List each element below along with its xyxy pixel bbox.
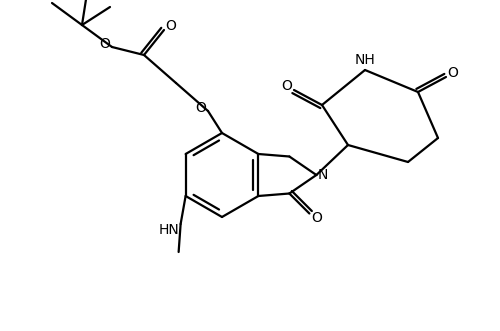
Text: O: O [448,66,458,80]
Text: N: N [317,168,328,182]
Text: O: O [282,79,292,93]
Text: O: O [196,101,206,115]
Text: O: O [100,37,110,51]
Text: O: O [311,211,322,224]
Text: HN: HN [158,223,179,237]
Text: NH: NH [354,53,376,67]
Text: O: O [166,19,176,33]
